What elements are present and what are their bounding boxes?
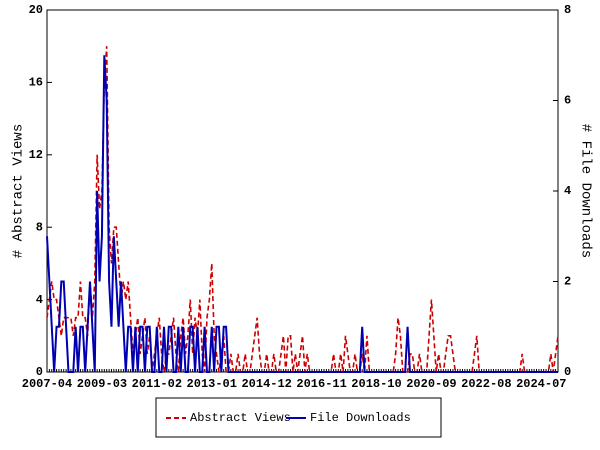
- x-tick-label: 2011-02: [132, 377, 182, 391]
- series-line: [46, 55, 558, 373]
- y2-tick-label: 6: [564, 94, 571, 108]
- y-tick-label: 8: [36, 220, 43, 234]
- x-tick-label: 2016-11: [296, 377, 346, 391]
- x-tick-label: 2007-04: [22, 377, 72, 391]
- x-tick-label: 2013-01: [187, 377, 237, 391]
- legend-box: [155, 397, 442, 438]
- y2-tick-label: 8: [564, 3, 571, 17]
- y2-tick-label: 4: [564, 184, 571, 198]
- x-tick-label: 2014-12: [241, 377, 291, 391]
- y-axis-label: # Abstract Views: [11, 124, 27, 258]
- x-tick-label: 2022-08: [461, 377, 511, 391]
- y-tick-label: 4: [36, 293, 43, 307]
- legend-label: Abstract Views: [190, 411, 291, 425]
- y2-tick-label: 0: [564, 365, 571, 379]
- y-tick-label: 20: [29, 3, 43, 17]
- y2-tick-label: 2: [564, 275, 571, 289]
- y-tick-label: 16: [29, 76, 43, 90]
- y-tick-label: 0: [36, 365, 43, 379]
- x-tick-label: 2024-07: [516, 377, 566, 391]
- x-tick-label: 2020-09: [406, 377, 456, 391]
- y-tick-label: 12: [29, 148, 43, 162]
- y2-axis-label: # File Downloads: [577, 124, 593, 258]
- legend-label: File Downloads: [310, 411, 411, 425]
- x-tick-label: 2018-10: [351, 377, 401, 391]
- x-tick-label: 2009-03: [77, 377, 127, 391]
